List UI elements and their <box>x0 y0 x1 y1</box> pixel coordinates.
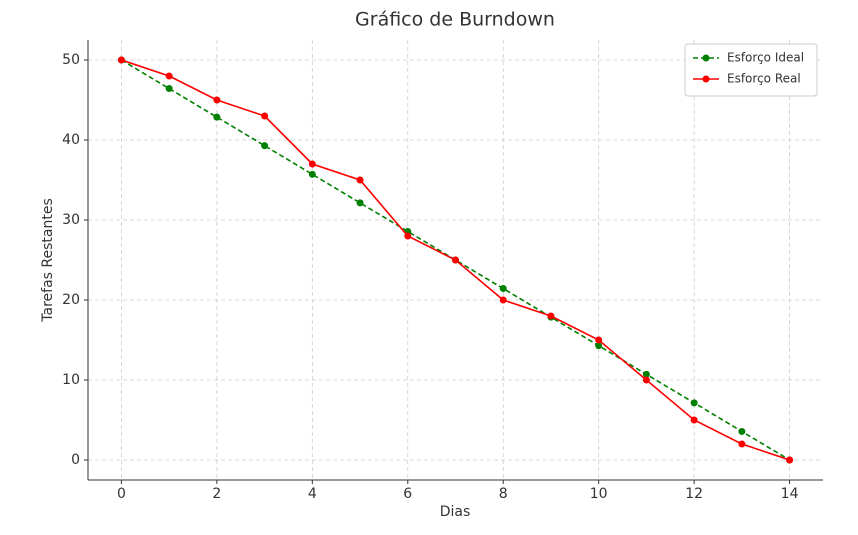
legend-marker <box>702 75 710 83</box>
x-axis-label: Dias <box>440 504 471 520</box>
point <box>452 256 459 264</box>
point <box>738 440 746 448</box>
series-line <box>120 59 791 461</box>
x-tick-label: 0 <box>117 486 126 502</box>
point <box>165 85 173 93</box>
legend-box <box>684 43 818 97</box>
point <box>308 160 316 168</box>
x-tick-label: 4 <box>308 486 317 502</box>
point <box>261 142 269 150</box>
point <box>213 96 221 104</box>
point <box>308 170 316 178</box>
point <box>356 199 364 207</box>
x-tick-label: 2 <box>212 486 221 502</box>
y-tick-label: 0 <box>71 452 80 468</box>
legend-marker <box>702 54 710 62</box>
point <box>404 232 412 240</box>
point <box>642 376 650 384</box>
point <box>261 112 269 120</box>
point <box>499 296 507 304</box>
y-tick-label: 20 <box>62 292 80 308</box>
point <box>595 342 603 350</box>
x-tick-label: 12 <box>685 486 703 502</box>
point <box>690 416 698 424</box>
legend-label: Esforço Ideal <box>727 51 804 65</box>
point <box>117 56 125 64</box>
x-tick-label: 8 <box>499 486 508 502</box>
point <box>213 113 221 121</box>
x-tick-label: 6 <box>403 486 412 502</box>
legend-label: Esforço Real <box>727 72 801 86</box>
point <box>738 427 746 435</box>
point <box>165 72 173 80</box>
point <box>690 399 698 407</box>
point <box>786 456 794 464</box>
point <box>547 312 555 320</box>
point <box>595 336 603 344</box>
chart-title: Gráfico de Burndown <box>355 9 555 31</box>
point <box>356 176 364 184</box>
y-tick-label: 50 <box>62 52 80 68</box>
y-tick-label: 30 <box>62 212 80 228</box>
x-tick-label: 14 <box>781 486 799 502</box>
point <box>499 285 507 293</box>
y-axis-label: Tarefas Restantes <box>40 198 56 322</box>
y-tick-label: 40 <box>62 132 80 148</box>
x-tick-label: 10 <box>590 486 608 502</box>
y-tick-label: 10 <box>62 372 80 388</box>
point <box>642 370 650 378</box>
